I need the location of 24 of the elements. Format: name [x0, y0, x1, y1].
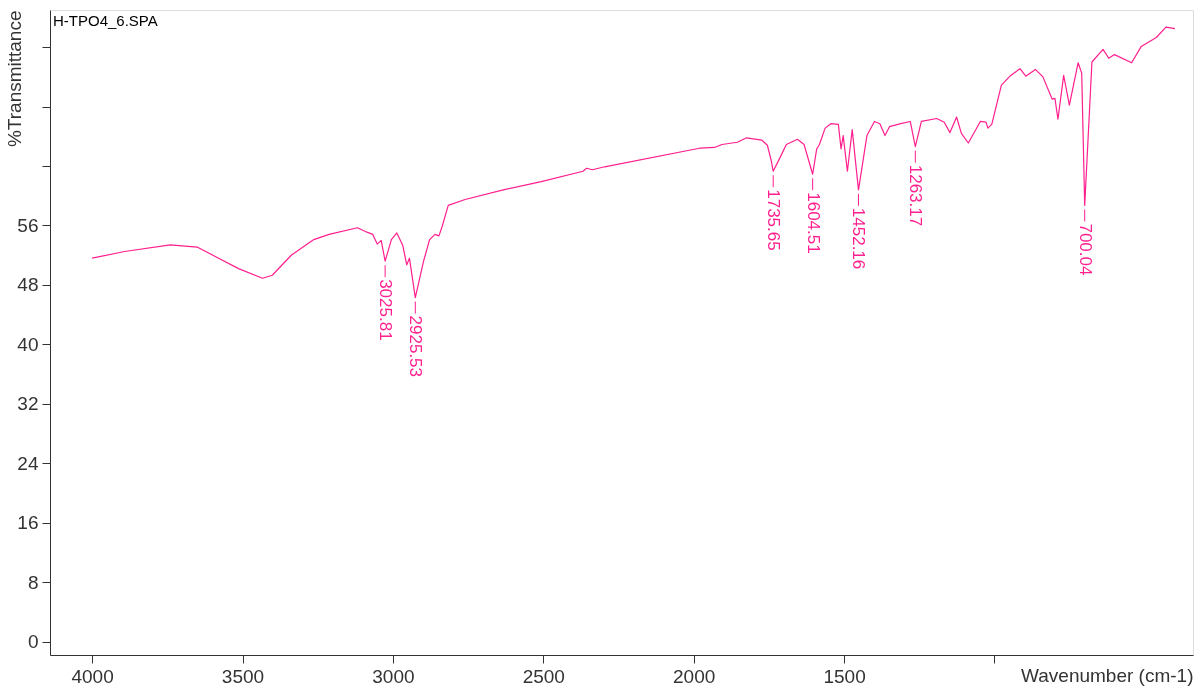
- annotation: 3025.81: [376, 279, 396, 341]
- y-tick-label: 48: [17, 274, 39, 296]
- annotation: 700.04: [1075, 223, 1095, 276]
- annotation: 2925.53: [406, 315, 426, 378]
- x-axis-title: Wavenumber (cm-1): [1021, 664, 1194, 686]
- y-tick-label: 40: [17, 333, 39, 355]
- x-tick-label: 4000: [71, 665, 114, 687]
- x-tick-label: 2000: [673, 665, 716, 687]
- x-tick-label: 3500: [221, 665, 265, 687]
- chart-title: H-TPO4_6.SPA: [53, 12, 158, 29]
- x-tick-label: 3000: [372, 665, 415, 687]
- annotation: 1735.65: [764, 189, 784, 251]
- y-tick-label: 0: [27, 631, 39, 653]
- x-tick-label: 1500: [823, 665, 866, 687]
- y-tick-label: 16: [17, 512, 39, 534]
- annotation: 1604.51: [803, 192, 823, 254]
- y-tick-label: 32: [17, 393, 39, 415]
- annotation: 1263.17: [906, 164, 926, 227]
- y-tick-label: 56: [17, 215, 39, 236]
- y-tick-label: 24: [17, 452, 39, 474]
- annotation: 1452.16: [849, 207, 869, 270]
- y-axis-title: %Transmittance: [3, 10, 25, 148]
- x-tick-label: 2500: [522, 665, 565, 687]
- y-tick-label: 8: [27, 571, 39, 593]
